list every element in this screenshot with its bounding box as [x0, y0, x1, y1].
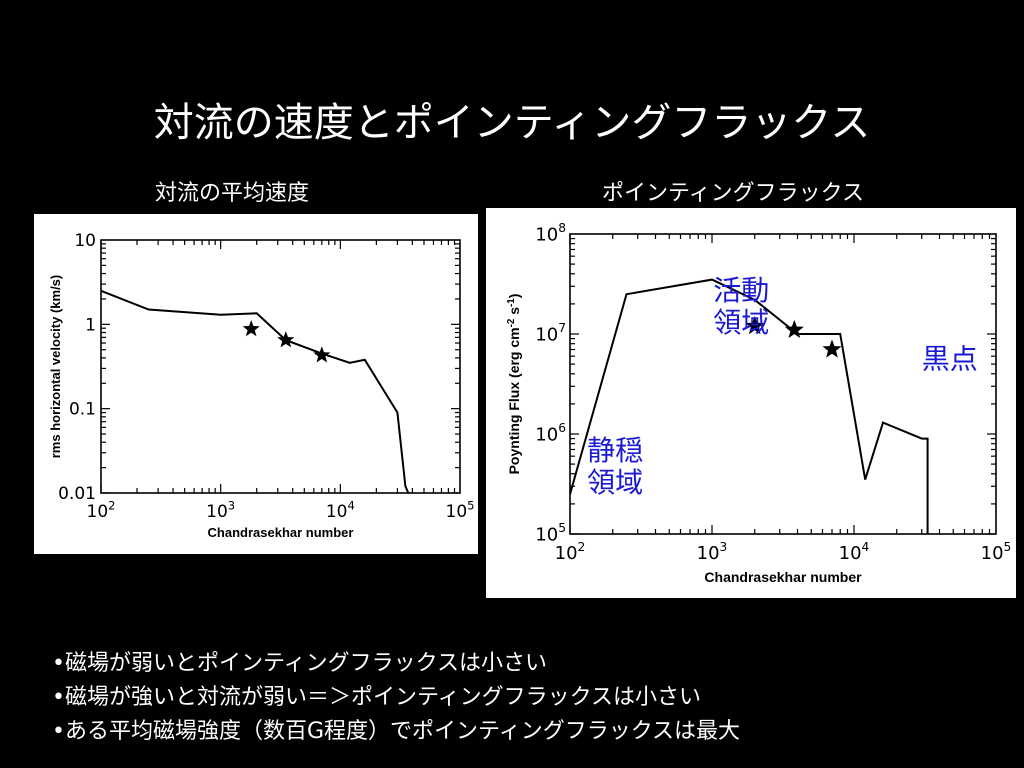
poynting-flux-chart: 102 103 104 105 108 107 106 105 Chandrasekhar nu…	[506, 221, 1012, 585]
y-tick-label: 1	[85, 315, 96, 335]
y-tick-label: 0.01	[58, 484, 96, 504]
series-line	[569, 278, 929, 534]
x-tick-label: 102	[87, 498, 116, 522]
bullet-item: •ある平均磁場強度（数百G程度）でポインティングフラックスは最大	[52, 719, 741, 744]
star-marker	[242, 320, 260, 337]
poynting-flux-chart-panel: 102 103 104 105 108 107 106 105 Chandrasekhar nu…	[486, 208, 1016, 598]
x-tick-label: 102	[555, 540, 586, 564]
y-axis-title: Poynting Flux (erg cm-2 s-1)	[506, 294, 522, 475]
plot-frame	[100, 239, 461, 494]
bullet-item: •磁場が弱いとポインティングフラックスは小さい	[52, 651, 547, 676]
star-marker	[745, 316, 765, 335]
x-axis-title: Chandrasekhar number	[704, 569, 862, 585]
x-tick-label: 104	[326, 498, 355, 522]
velocity-chart-panel: 102 103 104 105 10 1 0.1 0.01 Chandrasekhar numb…	[34, 214, 478, 554]
x-tick-label: 103	[697, 540, 728, 564]
x-tick-label: 105	[446, 498, 475, 522]
y-axis-title: rms horizontal velocity (km/s)	[48, 275, 63, 459]
right-chart-caption: ポインティングフラックス	[602, 181, 865, 206]
y-tick-label: 106	[535, 421, 566, 445]
region-annotation: 静穏	[587, 434, 643, 467]
region-annotation: 活動	[713, 274, 769, 307]
region-annotation: 黒点	[922, 343, 978, 376]
y-tick-label: 10	[74, 231, 96, 251]
region-annotation: 領域	[587, 466, 643, 499]
velocity-chart: 102 103 104 105 10 1 0.1 0.01 Chandrasekhar numb…	[48, 231, 475, 540]
y-tick-label: 0.1	[69, 400, 96, 420]
slide-title: 対流の速度とポインティングフラックス	[153, 100, 871, 146]
y-tick-label: 108	[535, 221, 566, 245]
series-line	[100, 289, 410, 494]
bullet-item: •磁場が強いと対流が弱い＝＞ポインティングフラックスは小さい	[52, 685, 701, 710]
x-tick-label: 104	[839, 540, 870, 564]
x-axis-title: Chandrasekhar number	[208, 525, 354, 540]
bullet-list: •磁場が弱いとポインティングフラックスは小さい •磁場が強いと対流が弱い＝＞ポイ…	[52, 647, 740, 749]
star-marker	[313, 346, 331, 363]
y-tick-label: 105	[535, 521, 566, 545]
left-chart-caption: 対流の平均速度	[155, 181, 310, 206]
x-tick-label: 103	[206, 498, 235, 522]
star-marker	[277, 331, 295, 348]
star-marker	[822, 339, 842, 358]
plot-frame	[569, 233, 997, 535]
star-marker	[784, 319, 804, 338]
region-annotation: 領域	[713, 306, 769, 339]
x-tick-label: 105	[981, 540, 1012, 564]
y-tick-label: 107	[535, 321, 566, 345]
